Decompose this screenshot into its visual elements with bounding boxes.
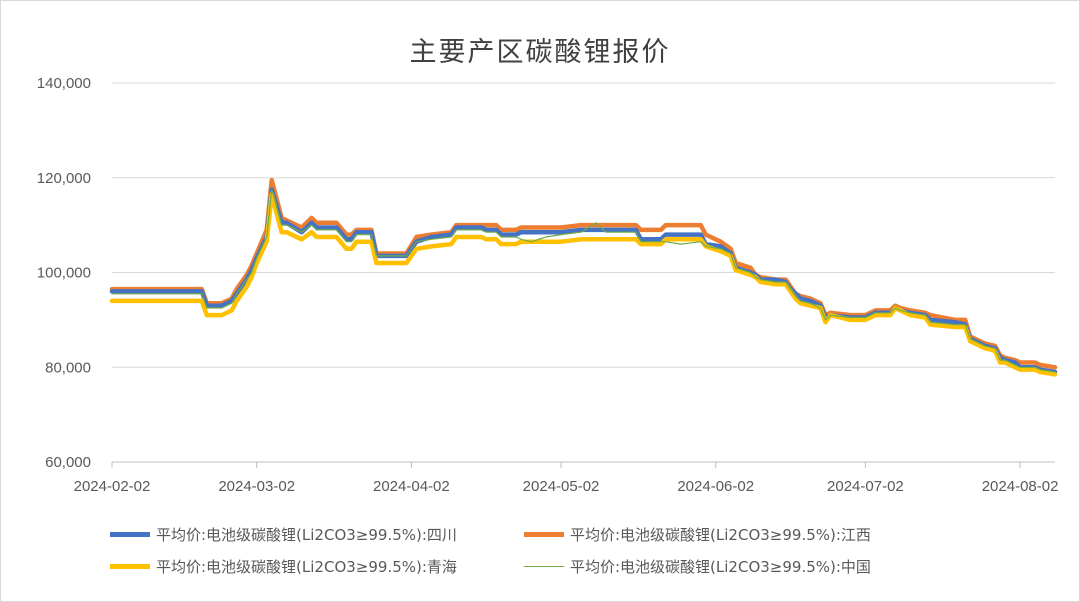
y-tick-label: 100,000 bbox=[37, 265, 91, 282]
grid-lines bbox=[112, 82, 1055, 368]
y-tick-label: 60,000 bbox=[45, 454, 91, 471]
x-tick-label: 2024-08-02 bbox=[982, 478, 1059, 495]
series-line-sichuan bbox=[109, 187, 1058, 375]
legend-item-qinghai: 平均价:电池级碳酸锂(Li2CO3≥99.5%):青海 bbox=[110, 554, 457, 578]
x-tick-label: 2024-07-02 bbox=[827, 478, 904, 495]
legend-label-china: 平均价:电池级碳酸锂(Li2CO3≥99.5%):中国 bbox=[570, 557, 871, 576]
series-lines bbox=[109, 177, 1058, 377]
x-tick-label: 2024-06-02 bbox=[677, 478, 754, 495]
legend-item-china: 平均价:电池级碳酸锂(Li2CO3≥99.5%):中国 bbox=[524, 554, 871, 578]
y-tick-label: 120,000 bbox=[37, 170, 91, 187]
x-tick-label: 2024-04-02 bbox=[373, 478, 450, 495]
series-line-qinghai bbox=[109, 192, 1058, 377]
legend-swatch-jiangxi bbox=[524, 531, 564, 537]
legend-label-sichuan: 平均价:电池级碳酸锂(Li2CO3≥99.5%):四川 bbox=[156, 525, 457, 544]
x-tick-label: 2024-05-02 bbox=[523, 478, 600, 495]
x-tick-label: 2024-03-02 bbox=[218, 478, 295, 495]
legend-swatch-qinghai bbox=[110, 563, 150, 569]
y-tick-label: 80,000 bbox=[45, 359, 91, 376]
legend-swatch-sichuan bbox=[110, 531, 150, 537]
y-tick-label: 140,000 bbox=[37, 75, 91, 92]
legend-swatch-china bbox=[524, 565, 564, 567]
legend-item-jiangxi: 平均价:电池级碳酸锂(Li2CO3≥99.5%):江西 bbox=[524, 522, 871, 546]
series-line-china bbox=[111, 189, 1056, 373]
x-tick-label: 2024-02-02 bbox=[74, 478, 151, 495]
y-axis-tick-labels: 60,000 80,000 100,000 120,000 140,000 bbox=[37, 75, 91, 471]
x-axis: 2024-02-02 2024-03-02 2024-04-02 2024-05-02… bbox=[74, 461, 1059, 495]
legend-label-qinghai: 平均价:电池级碳酸锂(Li2CO3≥99.5%):青海 bbox=[156, 557, 457, 576]
chart-title: 主要产区碳酸锂报价 bbox=[409, 37, 671, 68]
legend-item-sichuan: 平均价:电池级碳酸锂(Li2CO3≥99.5%):四川 bbox=[110, 522, 457, 546]
legend: 平均价:电池级碳酸锂(Li2CO3≥99.5%):四川 平均价:电池级碳酸锂(L… bbox=[110, 522, 970, 582]
legend-label-jiangxi: 平均价:电池级碳酸锂(Li2CO3≥99.5%):江西 bbox=[570, 525, 871, 544]
